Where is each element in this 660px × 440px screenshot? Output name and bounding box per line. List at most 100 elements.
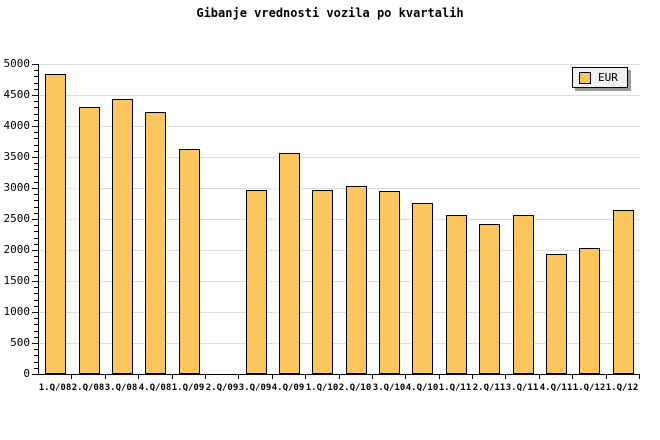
legend: EUR — [572, 67, 628, 88]
legend-swatch-eur — [579, 71, 591, 84]
x-tick — [138, 375, 139, 379]
y-minor-tick — [34, 169, 38, 170]
y-minor-tick — [34, 182, 38, 183]
x-tick — [639, 375, 640, 379]
y-minor-tick — [34, 244, 38, 245]
y-minor-tick — [34, 114, 38, 115]
x-tick — [339, 375, 340, 379]
y-minor-tick — [34, 76, 38, 77]
x-tick — [572, 375, 573, 379]
y-minor-tick — [34, 163, 38, 164]
x-axis-label: 4.Q/09 — [271, 383, 305, 393]
y-major-tick — [32, 64, 38, 65]
bar — [412, 203, 433, 374]
gridline — [39, 188, 640, 189]
y-minor-tick — [34, 238, 38, 239]
y-minor-tick — [34, 368, 38, 369]
y-minor-tick — [34, 293, 38, 294]
y-minor-tick — [34, 132, 38, 133]
y-minor-tick — [34, 262, 38, 263]
chart-title: Gibanje vrednosti vozila po kvartalih — [196, 6, 464, 20]
y-axis-label: 3000 — [3, 181, 31, 194]
y-major-tick — [32, 188, 38, 189]
y-major-tick — [32, 126, 38, 127]
bar — [446, 215, 467, 374]
y-axis-label: 4500 — [3, 88, 31, 101]
legend-label: EUR — [598, 71, 618, 84]
y-minor-tick — [34, 101, 38, 102]
x-tick — [405, 375, 406, 379]
gridline — [39, 312, 640, 313]
x-axis-label: 2.Q/11 — [472, 383, 506, 393]
y-minor-tick — [34, 138, 38, 139]
y-minor-tick — [34, 324, 38, 325]
x-tick — [606, 375, 607, 379]
x-tick — [172, 375, 173, 379]
x-tick — [505, 375, 506, 379]
y-minor-tick — [34, 318, 38, 319]
bar — [346, 186, 367, 374]
y-minor-tick — [34, 83, 38, 84]
x-tick — [539, 375, 540, 379]
x-axis-label: 1.Q/09 — [171, 383, 205, 393]
x-axis-label: 1.Q/11 — [438, 383, 472, 393]
y-axis-label: 2000 — [3, 243, 31, 256]
x-tick — [472, 375, 473, 379]
y-minor-tick — [34, 151, 38, 152]
bar — [145, 112, 166, 374]
y-major-tick — [32, 95, 38, 96]
y-major-tick — [32, 250, 38, 251]
x-axis-label: 3.Q/08 — [104, 383, 138, 393]
y-minor-tick — [34, 70, 38, 71]
y-minor-tick — [34, 207, 38, 208]
y-minor-tick — [34, 275, 38, 276]
gridline — [39, 343, 640, 344]
gridline — [39, 95, 640, 96]
y-minor-tick — [34, 287, 38, 288]
y-minor-tick — [34, 120, 38, 121]
gridline — [39, 219, 640, 220]
x-tick — [372, 375, 373, 379]
bar — [312, 190, 333, 374]
x-tick — [71, 375, 72, 379]
bar — [45, 74, 66, 374]
y-minor-tick — [34, 355, 38, 356]
y-minor-tick — [34, 256, 38, 257]
y-axis-label: 500 — [10, 336, 30, 349]
y-minor-tick — [34, 145, 38, 146]
gridline — [39, 281, 640, 282]
x-tick — [272, 375, 273, 379]
y-minor-tick — [34, 194, 38, 195]
x-axis-label: 4.Q/10 — [405, 383, 439, 393]
y-axis-label: 3500 — [3, 150, 31, 163]
x-axis-label: 3.Q/11 — [505, 383, 539, 393]
bar — [179, 149, 200, 374]
y-minor-tick — [34, 269, 38, 270]
x-tick — [439, 375, 440, 379]
x-axis-label: 3.Q/09 — [238, 383, 272, 393]
x-tick — [238, 375, 239, 379]
gridline — [39, 64, 640, 65]
y-axis-label: 5000 — [3, 57, 31, 70]
bar — [112, 99, 133, 374]
y-minor-tick — [34, 200, 38, 201]
y-minor-tick — [34, 331, 38, 332]
x-axis-label: 1.Q/12 — [572, 383, 606, 393]
x-axis-label: 1.Q/08 — [38, 383, 72, 393]
y-axis-label: 2500 — [3, 212, 31, 225]
y-major-tick — [32, 343, 38, 344]
y-minor-tick — [34, 300, 38, 301]
x-axis-label: 4.Q/08 — [138, 383, 172, 393]
gridline — [39, 250, 640, 251]
y-minor-tick — [34, 225, 38, 226]
x-axis-label: 2.Q/09 — [205, 383, 239, 393]
y-major-tick — [32, 281, 38, 282]
y-minor-tick — [34, 231, 38, 232]
y-minor-tick — [34, 176, 38, 177]
y-minor-tick — [34, 362, 38, 363]
bar — [546, 254, 567, 374]
y-minor-tick — [34, 89, 38, 90]
y-major-tick — [32, 374, 38, 375]
y-minor-tick — [34, 349, 38, 350]
